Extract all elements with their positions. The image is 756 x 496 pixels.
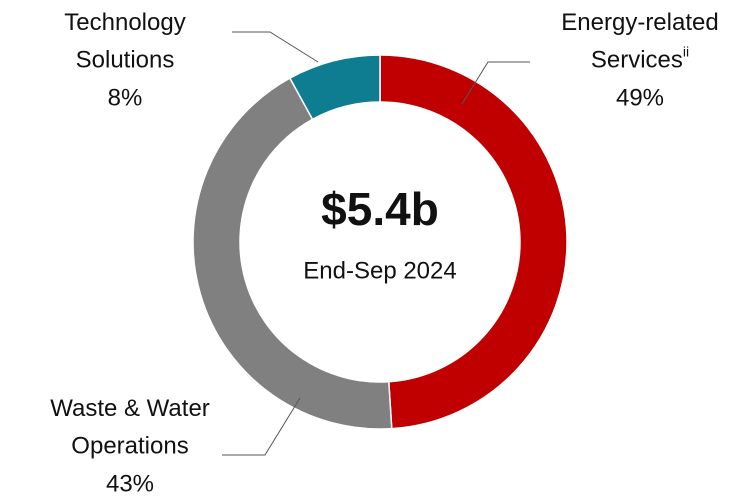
category-label-text: Operations (71, 433, 188, 460)
category-label: Waste & Water (50, 395, 210, 422)
category-label-text: Waste & Water (50, 395, 210, 422)
category-label: Operations (71, 433, 188, 460)
category-label-text: Technology (64, 9, 185, 36)
donut-segment (288, 54, 381, 121)
leader-line (232, 31, 319, 63)
leader-line (461, 61, 530, 105)
value-label: 43% (106, 470, 154, 496)
donut-segment (379, 54, 568, 430)
leader-line (222, 397, 301, 456)
category-label-text: Solutions (76, 47, 175, 74)
category-label: Solutions (76, 47, 175, 74)
value-label: 49% (616, 84, 664, 111)
category-label-text: Energy-related (561, 9, 718, 36)
category-label: Energy-related (561, 9, 718, 36)
category-label: Servicesii (591, 43, 689, 74)
superscript: ii (683, 43, 689, 59)
category-label-text: Services (591, 47, 683, 74)
donut-segment (192, 77, 393, 430)
center-value: $5.4b (321, 183, 439, 235)
donut (192, 54, 568, 430)
value-label: 8% (108, 84, 143, 111)
center-subtitle: End-Sep 2024 (303, 257, 456, 284)
category-label: Technology (64, 9, 185, 36)
